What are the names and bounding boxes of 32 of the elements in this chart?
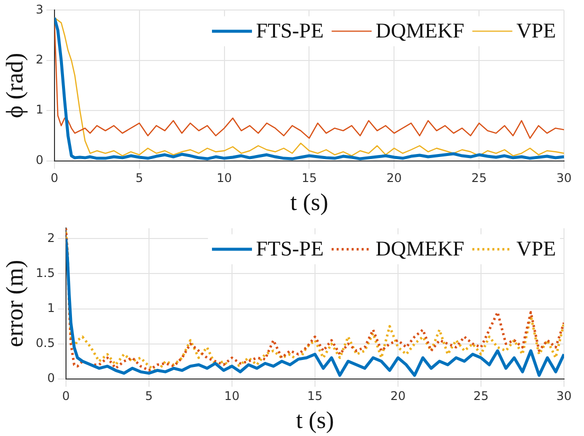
x-tick-label: 20: [390, 389, 406, 404]
y-axis-title: error (m): [2, 260, 29, 348]
y-tick-label: 0.5: [36, 336, 55, 350]
y-tick-label: 0: [47, 370, 55, 385]
y-tick-label: 2: [47, 230, 55, 245]
x-tick-label: 10: [216, 171, 232, 186]
y-tick-label: 0: [36, 152, 44, 167]
x-tick-label: 20: [386, 171, 402, 186]
legend-label: DQMEKF: [376, 18, 464, 43]
x-tick-label: 15: [307, 389, 323, 404]
legend-label: VPE: [516, 18, 556, 43]
x-tick-label: 10: [224, 389, 240, 404]
x-tick-label: 5: [136, 171, 144, 186]
legend-label: FTS-PE: [256, 236, 324, 261]
y-axis-title: ϕ (rad): [2, 52, 29, 118]
x-tick-label: 5: [145, 389, 153, 404]
y-tick-label: 1.5: [36, 266, 55, 280]
y-tick-label: 3: [36, 2, 44, 16]
legend-label: VPE: [516, 236, 556, 261]
legend-label: FTS-PE: [256, 18, 324, 43]
y-tick-label: 1: [47, 300, 55, 315]
x-tick-label: 25: [473, 389, 489, 404]
x-tick-label: 0: [62, 389, 70, 404]
x-tick-label: 30: [556, 171, 572, 186]
x-tick-label: 25: [471, 171, 487, 186]
x-tick-label: 15: [302, 171, 317, 186]
x-axis-title: t (s): [296, 408, 334, 434]
y-tick-label: 2: [36, 52, 44, 67]
x-axis-title: t (s): [290, 190, 328, 216]
y-tick-label: 1: [36, 102, 44, 117]
legend-label: DQMEKF: [376, 236, 464, 261]
x-tick-label: 30: [556, 389, 572, 404]
